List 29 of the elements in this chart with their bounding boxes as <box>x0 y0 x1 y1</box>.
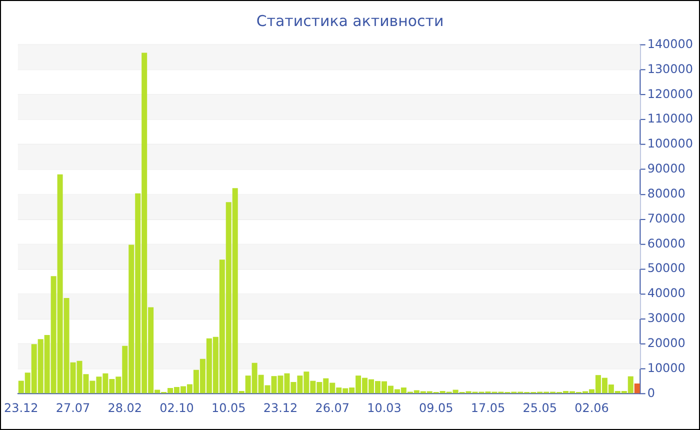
y-tick-label: 0 <box>647 386 655 400</box>
y-tick-label: 40000 <box>647 286 686 300</box>
y-tick-label: 20000 <box>647 336 686 350</box>
y-tick-label: 10000 <box>647 360 686 375</box>
x-tick-label: 28.02 <box>108 401 142 415</box>
x-tick-label: 23.12 <box>4 401 38 415</box>
x-tick-label: 26.07 <box>315 401 350 415</box>
x-tick-label: 02.10 <box>160 401 194 415</box>
y-tick-label: 100000 <box>647 136 693 151</box>
y-tick-label: 50000 <box>647 261 686 276</box>
x-tick-label: 02.06 <box>574 401 609 415</box>
y-tick-label: 60000 <box>647 236 686 250</box>
bar <box>634 384 640 394</box>
x-tick-label: 09.05 <box>419 401 454 415</box>
y-tick-label: 70000 <box>647 211 686 226</box>
x-tick-label: 25.05 <box>522 401 557 415</box>
x-tick-label: 10.05 <box>212 401 246 415</box>
x-tick-label: 27.07 <box>56 401 90 415</box>
x-tick-label: 23.12 <box>263 401 298 415</box>
y-tick-label: 110000 <box>647 112 693 126</box>
x-tick-label: 10.03 <box>367 401 402 415</box>
y-tick-label: 90000 <box>647 162 686 176</box>
y-tick-label: 120000 <box>647 86 693 101</box>
y-tick-label: 80000 <box>647 186 686 200</box>
x-tick-label: 17.05 <box>470 401 506 415</box>
y-tick-label: 130000 <box>647 62 693 76</box>
chart-title: Статистика активности <box>256 12 444 30</box>
y-tick-label: 30000 <box>647 311 686 326</box>
y-tick-label: 140000 <box>647 36 693 51</box>
